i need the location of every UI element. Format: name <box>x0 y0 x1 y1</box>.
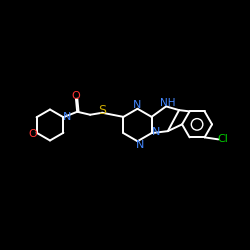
Text: N: N <box>136 140 144 150</box>
Text: N: N <box>152 127 160 137</box>
Text: S: S <box>98 104 106 117</box>
Text: O: O <box>28 129 37 139</box>
Text: N: N <box>63 112 71 122</box>
Text: O: O <box>72 91 80 101</box>
Text: NH: NH <box>160 98 175 108</box>
Text: Cl: Cl <box>218 134 228 144</box>
Text: N: N <box>133 100 141 110</box>
